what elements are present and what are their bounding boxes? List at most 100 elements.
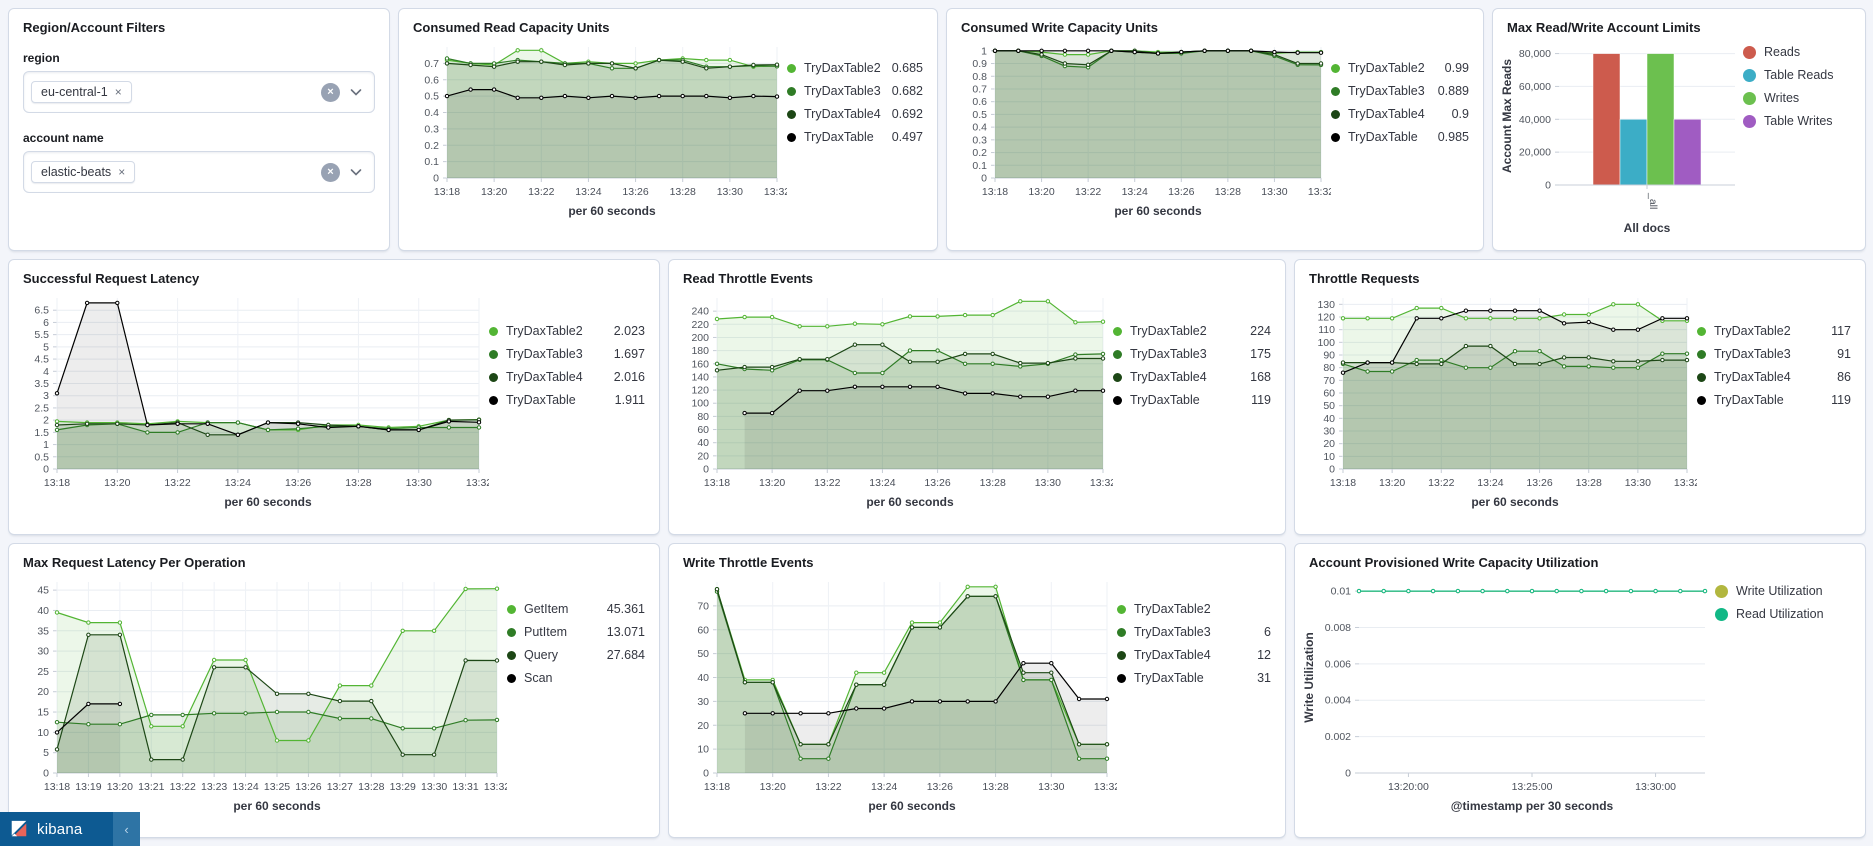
- sidebar-collapse-button[interactable]: ‹: [113, 812, 140, 846]
- legend-item[interactable]: Reads: [1743, 45, 1851, 59]
- svg-text:3: 3: [43, 390, 49, 402]
- svg-text:20,000: 20,000: [1519, 147, 1551, 159]
- svg-text:13:32: 13:32: [1308, 186, 1331, 198]
- svg-text:0.9: 0.9: [972, 58, 987, 70]
- panel-throttle-requests: Throttle Requests 0 10 20 30 40 50 60 70 80 90 100…: [1294, 259, 1866, 535]
- svg-text:80,000: 80,000: [1519, 48, 1551, 60]
- series-last-value: 0.497: [891, 130, 923, 144]
- svg-text:100: 100: [691, 398, 709, 410]
- svg-text:13:28: 13:28: [980, 477, 1006, 489]
- series-color-dot: [507, 673, 516, 683]
- svg-text:13:22: 13:22: [528, 186, 554, 198]
- legend-item[interactable]: TryDaxTable2 0.99: [1331, 61, 1469, 75]
- legend-item[interactable]: TryDaxTable4 168: [1113, 370, 1271, 384]
- svg-text:25: 25: [37, 666, 49, 678]
- legend-item[interactable]: PutItem 13.071: [507, 625, 645, 639]
- clear-selection-button[interactable]: ×: [321, 162, 340, 182]
- legend-item[interactable]: TryDaxTable4 2.016: [489, 370, 645, 384]
- chevron-down-icon[interactable]: [348, 84, 364, 100]
- legend-item[interactable]: TryDaxTable3 1.697: [489, 347, 645, 361]
- svg-text:140: 140: [691, 371, 709, 383]
- legend-item[interactable]: Scan: [507, 671, 645, 685]
- legend-item[interactable]: Table Writes: [1743, 114, 1851, 128]
- svg-text:13:20: 13:20: [1028, 186, 1054, 198]
- panel-title: Consumed Read Capacity Units: [413, 20, 610, 35]
- kibana-logo-icon: [11, 820, 27, 837]
- svg-text:13:27: 13:27: [327, 781, 353, 793]
- consumed-write-capacity-chart[interactable]: 00.10.20.30.40.50.60.70.80.91 13:18 13:20 1…: [947, 37, 1331, 222]
- legend-item[interactable]: Table Reads: [1743, 68, 1851, 82]
- legend-item[interactable]: TryDaxTable3 6: [1117, 625, 1271, 639]
- legend-item[interactable]: TryDaxTable 1.911: [489, 393, 645, 407]
- consumed-read-capacity-chart[interactable]: 0 0.1 0.2 0.3 0.4 0.5 0.6 0.7 13:18 13:20 13:22 13:…: [399, 37, 787, 222]
- svg-text:0: 0: [43, 464, 49, 476]
- max-limits-bar-chart[interactable]: 0 20,000 40,000 60,000 80,000 _all All docs Acc…: [1493, 37, 1743, 237]
- legend-item[interactable]: TryDaxTable2: [1117, 602, 1271, 616]
- clear-selection-button[interactable]: ×: [321, 82, 340, 102]
- svg-text:4.5: 4.5: [34, 354, 49, 366]
- series-color-dot: [1697, 349, 1706, 359]
- legend-item[interactable]: Query 27.684: [507, 648, 645, 662]
- legend-item[interactable]: TryDaxTable 119: [1113, 393, 1271, 407]
- legend-item[interactable]: TryDaxTable 119: [1697, 393, 1851, 407]
- svg-text:0.4: 0.4: [424, 107, 439, 119]
- legend-item[interactable]: TryDaxTable3 91: [1697, 347, 1851, 361]
- legend-item[interactable]: TryDaxTable4 0.9: [1331, 107, 1469, 121]
- svg-text:13:18: 13:18: [1330, 477, 1356, 489]
- svg-text:50: 50: [1323, 400, 1335, 412]
- panel-title: Successful Request Latency: [23, 271, 200, 286]
- chevron-down-icon[interactable]: [348, 164, 364, 180]
- series-name: TryDaxTable4: [1714, 370, 1791, 384]
- legend-item[interactable]: TryDaxTable 0.497: [787, 130, 923, 144]
- max-request-latency-chart[interactable]: 0 5 10 15 20 25 30 35 40 45 13:18 13:19 13:20 13:21 13…: [9, 572, 507, 817]
- series-color-dot: [489, 372, 498, 382]
- legend-item[interactable]: TryDaxTable3 175: [1113, 347, 1271, 361]
- legend-item[interactable]: TryDaxTable2 0.685: [787, 61, 923, 75]
- svg-text:2.5: 2.5: [34, 402, 49, 414]
- series-name: TryDaxTable2: [1130, 324, 1207, 338]
- series-name: PutItem: [524, 625, 568, 639]
- legend-item[interactable]: TryDaxTable4 0.692: [787, 107, 923, 121]
- series-name: TryDaxTable3: [1714, 347, 1791, 361]
- legend-item[interactable]: TryDaxTable4 12: [1117, 648, 1271, 662]
- legend-item[interactable]: GetItem 45.361: [507, 602, 645, 616]
- svg-text:13:22: 13:22: [164, 477, 190, 489]
- svg-text:Write Utilization: Write Utilization: [1302, 632, 1316, 722]
- svg-text:5: 5: [43, 341, 49, 353]
- write-capacity-utilization-chart[interactable]: 0 0.002 0.004 0.006 0.008 0.01 13:20:00 13:25:0…: [1295, 572, 1715, 817]
- panel-title: Write Throttle Events: [683, 555, 814, 570]
- panel-consumed-write-capacity: Consumed Write Capacity Units 0 0.1 0.2 0.3…: [946, 8, 1484, 251]
- legend-item[interactable]: TryDaxTable3 0.682: [787, 84, 923, 98]
- series-color-dot: [1113, 395, 1122, 405]
- svg-text:30: 30: [697, 696, 709, 708]
- legend-item[interactable]: TryDaxTable2 2.023: [489, 324, 645, 338]
- legend-item[interactable]: Read Utilization: [1715, 607, 1851, 621]
- svg-text:20: 20: [697, 720, 709, 732]
- account-name-combobox[interactable]: elastic-beats × ×: [23, 151, 375, 193]
- legend-item[interactable]: TryDaxTable4 86: [1697, 370, 1851, 384]
- write-throttle-chart[interactable]: 0 10 20 30 40 50 60 70 13:18 13:20 13:22 13:24 13:26…: [669, 572, 1117, 817]
- legend-item[interactable]: Write Utilization: [1715, 584, 1851, 598]
- account-name-tag[interactable]: elastic-beats ×: [31, 161, 136, 183]
- series-color-dot: [1743, 45, 1756, 59]
- legend-item[interactable]: TryDaxTable 0.985: [1331, 130, 1469, 144]
- legend-item[interactable]: Writes: [1743, 91, 1851, 105]
- region-combobox[interactable]: eu-central-1 × ×: [23, 71, 375, 113]
- legend-item[interactable]: TryDaxTable 31: [1117, 671, 1271, 685]
- legend-item[interactable]: TryDaxTable3 0.889: [1331, 84, 1469, 98]
- legend-item[interactable]: TryDaxTable2 117: [1697, 324, 1851, 338]
- request-latency-chart[interactable]: 00.511.522.533.544.555.566.5 13:18 13:20 13…: [9, 288, 489, 513]
- remove-tag-icon[interactable]: ×: [118, 165, 126, 179]
- series-color-dot: [489, 326, 498, 336]
- series-color-dot: [1331, 86, 1340, 96]
- series-name: TryDaxTable2: [1348, 61, 1425, 75]
- series-color-dot: [1331, 132, 1340, 142]
- region-tag[interactable]: eu-central-1 ×: [31, 81, 132, 103]
- series-last-value: 0.685: [891, 61, 923, 75]
- svg-text:13:28: 13:28: [982, 781, 1008, 793]
- remove-tag-icon[interactable]: ×: [114, 85, 122, 99]
- series-name: TryDaxTable: [1134, 671, 1204, 685]
- legend-item[interactable]: TryDaxTable2 224: [1113, 324, 1271, 338]
